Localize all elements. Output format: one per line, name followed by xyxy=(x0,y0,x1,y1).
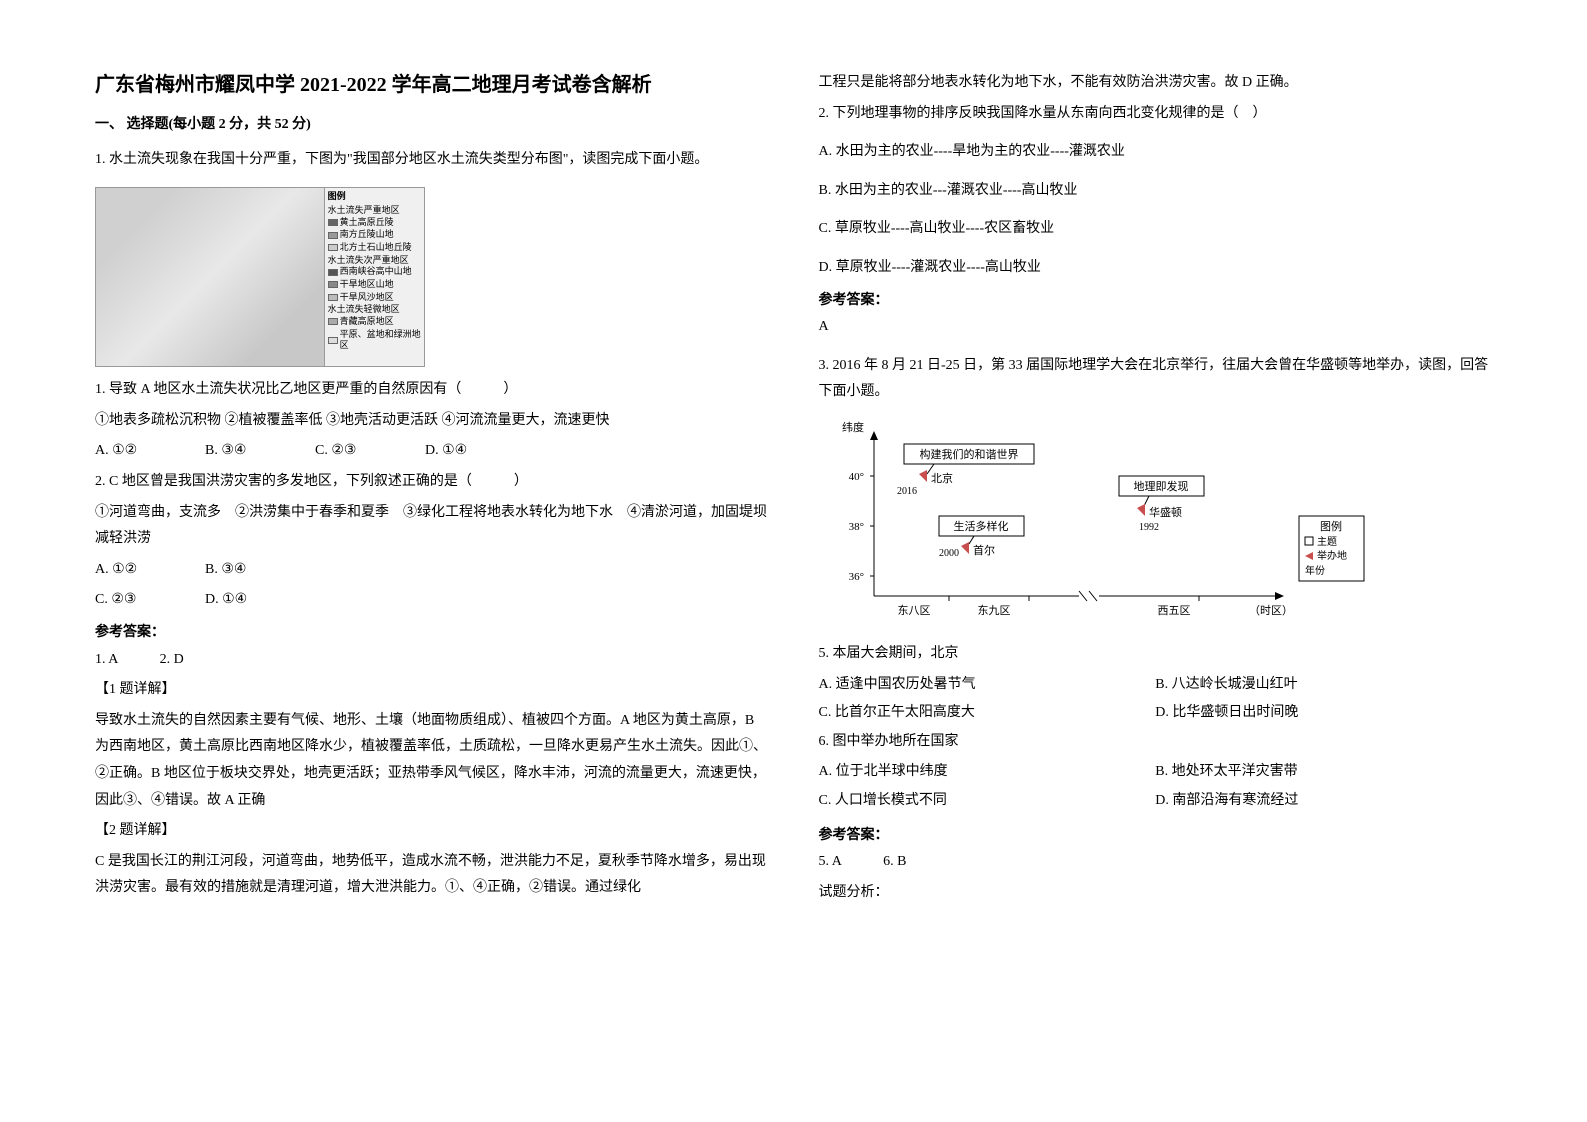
q2-opt-a: A. 水田为主的农业----旱地为主的农业----灌溉农业 xyxy=(819,139,1493,166)
ytick-40: 40° xyxy=(848,471,863,483)
opt-b: B. 八达岭长城漫山红叶 xyxy=(1155,672,1492,699)
legend-item: 南方丘陵山地 xyxy=(328,229,421,241)
q3-sub5: 5. 本届大会期间，北京 xyxy=(819,641,1493,668)
q2-opt-c: C. 草原牧业----高山牧业----农区畜牧业 xyxy=(819,216,1493,243)
opt-a: A. ①② xyxy=(95,557,175,584)
xlabel-e8: 东八区 xyxy=(897,604,930,617)
q3-analysis-label: 试题分析： xyxy=(819,880,1493,907)
legend-title: 图例 xyxy=(328,191,421,203)
q1-exp1-label: 【1 题详解】 xyxy=(95,677,769,704)
opt-c: C. ②③ xyxy=(95,587,175,614)
opt-b: B. 地处环太平洋灾害带 xyxy=(1155,759,1492,786)
q2-answer-label: 参考答案： xyxy=(819,288,1493,315)
opt-a: A. 位于北半球中纬度 xyxy=(819,759,1156,786)
q3-sub6: 6. 图中举办地所在国家 xyxy=(819,729,1493,756)
legend-item: 干旱风沙地区 xyxy=(328,292,421,304)
legend-item: 北方土石山地丘陵 xyxy=(328,242,421,254)
xlabel-tz: （时区） xyxy=(1249,604,1293,617)
opt-a: A. ①② xyxy=(95,438,175,465)
legend-item: 平原、盆地和绿洲地区 xyxy=(328,329,421,352)
opt-b: B. ③④ xyxy=(205,438,285,465)
theme-harmony: 构建我们的和谐世界 xyxy=(919,447,1018,461)
opt-c: C. 比首尔正午太阳高度大 xyxy=(819,700,1156,727)
page-title: 广东省梅州市耀凤中学 2021-2022 学年高二地理月考试卷含解析 xyxy=(95,70,769,100)
q1-sub2-line2: ①河道弯曲，支流多 ②洪涝集中于春季和夏季 ③绿化工程将地表水转化为地下水 ④清… xyxy=(95,500,769,553)
left-column: 广东省梅州市耀凤中学 2021-2022 学年高二地理月考试卷含解析 一、 选择… xyxy=(95,70,769,1052)
opt-b: B. ③④ xyxy=(205,557,285,584)
q1-exp1: 导致水土流失的自然因素主要有气候、地形、土壤（地面物质组成）、植被四个方面。A … xyxy=(95,708,769,814)
chart-legend-title: 图例 xyxy=(1320,519,1342,533)
legend-item: 青藏高原地区 xyxy=(328,316,421,328)
q2-stem: 2. 下列地理事物的排序反映我国降水量从东南向西北变化规律的是（ ） xyxy=(819,101,1493,128)
q3-stem: 3. 2016 年 8 月 21 日-25 日，第 33 届国际地理学大会在北京… xyxy=(819,353,1493,406)
marker-seoul xyxy=(961,542,969,554)
q3-sub6-options: A. 位于北半球中纬度 B. 地处环太平洋灾害带 C. 人口增长模式不同 D. … xyxy=(819,759,1493,816)
xlabel-w5: 西五区 xyxy=(1157,605,1190,617)
legend-group2-title: 水土流失次严重地区 xyxy=(328,255,421,267)
xlabel-e9: 东九区 xyxy=(977,604,1010,617)
q1-sub2-options-row1: A. ①② B. ③④ xyxy=(95,557,769,584)
q1-stem: 1. 水土流失现象在我国十分严重，下图为"我国部分地区水土流失类型分布图"，读图… xyxy=(95,147,769,174)
legend-item: 干旱地区山地 xyxy=(328,279,421,291)
city-washington: 华盛顿 xyxy=(1149,505,1182,519)
marker-beijing xyxy=(919,470,927,482)
city-beijing: 北京 xyxy=(931,471,953,485)
right-column: 工程只是能将部分地表水转化为地下水，不能有效防治洪涝灾害。故 D 正确。 2. … xyxy=(819,70,1493,1052)
q3-sub5-options: A. 适逢中国农历处暑节气 B. 八达岭长城漫山红叶 C. 比首尔正午太阳高度大… xyxy=(819,672,1493,729)
q2-opt-d: D. 草原牧业----灌溉农业----高山牧业 xyxy=(819,255,1493,282)
opt-d: D. 南部沿海有寒流经过 xyxy=(1155,788,1492,815)
legend-group1-title: 水土流失严重地区 xyxy=(328,205,421,217)
q3-chart: 36° 38° 40° 纬度 东八区 东九区 西五区 （时区） 构建我们的和谐世… xyxy=(819,416,1379,626)
ytick-38: 38° xyxy=(848,521,863,533)
legend-year: 年份 xyxy=(1305,564,1325,577)
legend-item: 黄土高原丘陵 xyxy=(328,217,421,229)
ytick-36: 36° xyxy=(848,571,863,583)
q1-exp2-label: 【2 题详解】 xyxy=(95,818,769,845)
opt-a: A. 适逢中国农历处暑节气 xyxy=(819,672,1156,699)
legend-theme: 主题 xyxy=(1317,536,1337,548)
opt-c: C. ②③ xyxy=(315,438,395,465)
marker-washington xyxy=(1137,504,1145,516)
legend-city: 举办地 xyxy=(1317,549,1347,562)
q1-sub1-options: A. ①② B. ③④ C. ②③ D. ①④ xyxy=(95,438,769,465)
q3-answers: 5. A 6. B xyxy=(819,849,1493,876)
opt-d: D. ①④ xyxy=(205,587,285,614)
year-2000: 2000 xyxy=(939,548,959,559)
q1-sub2-options-row2: C. ②③ D. ①④ xyxy=(95,587,769,614)
opt-c: C. 人口增长模式不同 xyxy=(819,788,1156,815)
legend-group3-title: 水土流失轻微地区 xyxy=(328,304,421,316)
q1-answers: 1. A 2. D xyxy=(95,647,769,674)
q3-answer-label: 参考答案： xyxy=(819,823,1493,850)
chart-svg: 36° 38° 40° 纬度 东八区 东九区 西五区 （时区） 构建我们的和谐世… xyxy=(819,416,1379,626)
q1-sub1: 1. 导致 A 地区水土流失状况比乙地区更严重的自然原因有（ ） xyxy=(95,377,769,404)
legend-item: 西南峡谷高中山地 xyxy=(328,266,421,278)
year-2016: 2016 xyxy=(897,486,917,497)
q2-opt-b: B. 水田为主的农业---灌溉农业----高山牧业 xyxy=(819,178,1493,205)
map-silhouette xyxy=(96,188,325,366)
map-legend: 图例 水土流失严重地区 黄土高原丘陵 南方丘陵山地 北方土石山地丘陵 水土流失次… xyxy=(325,188,424,366)
q1-map-figure: 图例 水土流失严重地区 黄土高原丘陵 南方丘陵山地 北方土石山地丘陵 水土流失次… xyxy=(95,187,425,367)
y-axis-label: 纬度 xyxy=(842,420,864,434)
opt-d: D. ①④ xyxy=(425,438,505,465)
q2-answer: A xyxy=(819,314,1493,341)
q1-answer-label: 参考答案： xyxy=(95,620,769,647)
q1-exp2-cont: 工程只是能将部分地表水转化为地下水，不能有效防治洪涝灾害。故 D 正确。 xyxy=(819,70,1493,97)
theme-diversity: 生活多样化 xyxy=(953,519,1008,533)
q1-sub1-line2: ①地表多疏松沉积物 ②植被覆盖率低 ③地壳活动更活跃 ④河流流量更大，流速更快 xyxy=(95,408,769,435)
theme-discovery: 地理即发现 xyxy=(1133,479,1188,493)
q1-exp2: C 是我国长江的荆江河段，河道弯曲，地势低平，造成水流不畅，泄洪能力不足，夏秋季… xyxy=(95,849,769,902)
year-1992: 1992 xyxy=(1139,522,1159,533)
map-box: 图例 水土流失严重地区 黄土高原丘陵 南方丘陵山地 北方土石山地丘陵 水土流失次… xyxy=(95,187,425,367)
city-seoul: 首尔 xyxy=(973,543,995,557)
section-heading: 一、 选择题(每小题 2 分，共 52 分) xyxy=(95,112,769,139)
q1-sub2: 2. C 地区曾是我国洪涝灾害的多发地区，下列叙述正确的是（ ） xyxy=(95,469,769,496)
opt-d: D. 比华盛顿日出时间晚 xyxy=(1155,700,1492,727)
